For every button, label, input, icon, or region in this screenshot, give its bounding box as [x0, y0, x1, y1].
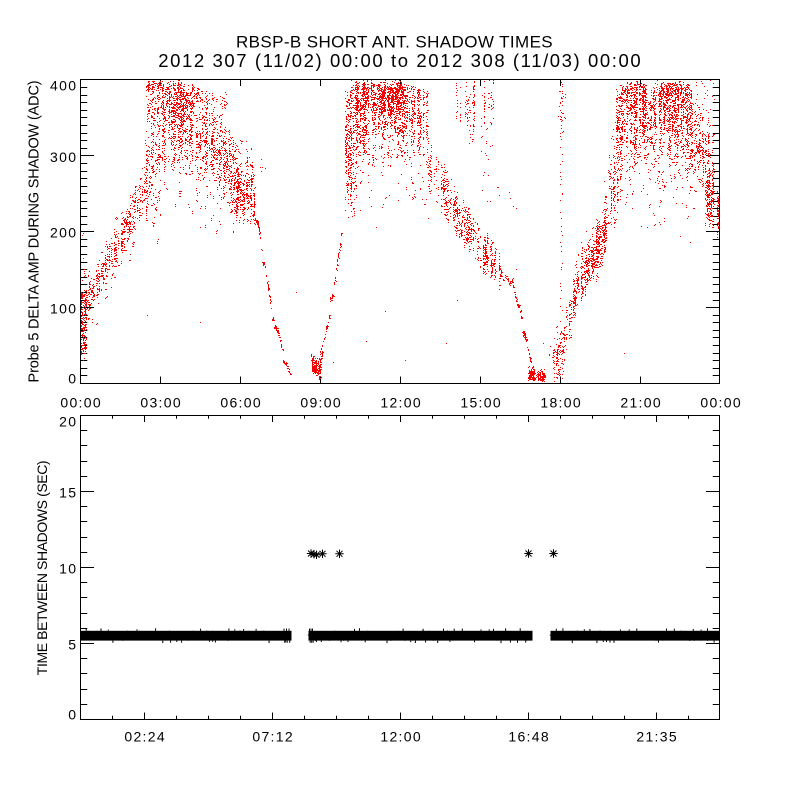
- svg-text:300: 300: [50, 149, 77, 165]
- svg-text:400: 400: [50, 78, 77, 94]
- svg-text:00:00: 00:00: [60, 395, 102, 411]
- svg-text:Probe 5 DELTA AMP DURING SHADO: Probe 5 DELTA AMP DURING SHADOW (ADC): [27, 81, 43, 383]
- svg-text:12:00: 12:00: [380, 729, 422, 745]
- svg-text:00:00: 00:00: [700, 395, 742, 411]
- svg-text:03:00: 03:00: [140, 395, 182, 411]
- svg-text:16:48: 16:48: [508, 729, 550, 745]
- svg-text:100: 100: [50, 301, 77, 317]
- svg-text:02:24: 02:24: [124, 729, 166, 745]
- svg-text:15:00: 15:00: [460, 395, 502, 411]
- svg-text:RBSP-B SHORT ANT. SHADOW TIMES: RBSP-B SHORT ANT. SHADOW TIMES: [236, 32, 553, 51]
- svg-text:TIME BETWEEN SHADOWS (SEC): TIME BETWEEN SHADOWS (SEC): [34, 461, 50, 675]
- svg-text:07:12: 07:12: [252, 729, 294, 745]
- svg-text:06:00: 06:00: [220, 395, 262, 411]
- svg-text:0: 0: [68, 707, 77, 723]
- svg-text:0: 0: [68, 371, 77, 387]
- svg-text:5: 5: [68, 637, 77, 653]
- svg-text:15: 15: [59, 485, 77, 501]
- svg-text:200: 200: [50, 225, 77, 241]
- svg-text:18:00: 18:00: [540, 395, 582, 411]
- svg-text:09:00: 09:00: [300, 395, 342, 411]
- svg-text:20: 20: [59, 414, 77, 430]
- svg-text:2012 307 (11/02) 00:00 to 2012: 2012 307 (11/02) 00:00 to 2012 308 (11/0…: [158, 50, 642, 71]
- svg-text:12:00: 12:00: [380, 395, 422, 411]
- svg-text:10: 10: [59, 561, 77, 577]
- svg-text:21:35: 21:35: [636, 729, 678, 745]
- svg-text:21:00: 21:00: [620, 395, 662, 411]
